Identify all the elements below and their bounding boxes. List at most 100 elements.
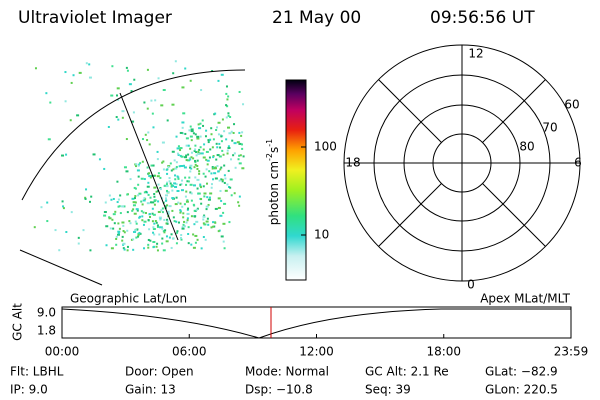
colorbar xyxy=(285,79,307,281)
pixel xyxy=(116,94,119,97)
pixel xyxy=(156,249,159,252)
lat-label: 60 xyxy=(564,98,579,112)
pixel xyxy=(227,126,231,129)
pixel xyxy=(184,67,187,70)
pixel xyxy=(182,112,186,115)
pixel xyxy=(181,205,184,208)
pixel xyxy=(136,228,139,231)
pixel xyxy=(200,198,203,201)
pixel xyxy=(197,150,200,153)
pixel xyxy=(190,167,193,170)
pixel xyxy=(219,168,222,171)
pixel xyxy=(109,227,112,230)
x-tick-label: 00:00 xyxy=(45,345,80,359)
unit: photon cm xyxy=(267,161,281,225)
pixel xyxy=(134,195,137,198)
pixel xyxy=(178,165,181,168)
pixel xyxy=(65,153,68,156)
pixel xyxy=(135,236,138,239)
mlt-label: 12 xyxy=(468,47,483,61)
pixel xyxy=(233,123,236,126)
pixel xyxy=(195,154,198,157)
info-field: Flt: LBHL xyxy=(10,365,64,379)
pixel xyxy=(163,218,166,221)
pixel xyxy=(172,237,175,240)
pixel xyxy=(217,133,220,136)
pixel xyxy=(165,185,169,188)
pixel xyxy=(179,209,182,212)
pixel xyxy=(128,220,131,223)
pixel xyxy=(126,229,129,232)
pixel xyxy=(85,62,88,65)
pixel xyxy=(140,210,143,213)
pixel xyxy=(223,174,226,177)
pixel xyxy=(163,231,166,234)
pixel xyxy=(192,132,195,135)
pixel xyxy=(205,208,208,211)
pixel xyxy=(186,159,190,162)
pixel xyxy=(111,65,114,68)
pixel xyxy=(149,196,152,199)
pixel xyxy=(230,194,233,197)
pixel xyxy=(143,220,147,223)
pixel xyxy=(224,177,227,180)
pixel xyxy=(77,236,80,239)
pixel xyxy=(220,135,223,138)
pixel xyxy=(121,235,124,238)
pixel xyxy=(205,220,209,223)
pixel xyxy=(212,155,215,158)
pixel xyxy=(241,131,244,134)
pixel xyxy=(146,166,149,169)
pixel xyxy=(122,224,125,227)
pixel xyxy=(108,217,112,220)
pixel xyxy=(117,232,120,235)
pixel xyxy=(123,166,127,169)
pixel xyxy=(103,167,106,170)
pixel xyxy=(227,147,231,150)
pixel xyxy=(202,215,206,218)
pixel xyxy=(226,105,229,108)
pixel xyxy=(92,153,96,156)
pixel xyxy=(207,198,211,201)
pixel xyxy=(180,234,183,237)
limb-arc xyxy=(21,69,246,201)
pixel xyxy=(138,215,141,218)
pixel xyxy=(141,219,144,222)
pixel xyxy=(121,110,125,113)
pixel xyxy=(207,223,210,226)
pixel xyxy=(242,155,245,158)
pixel xyxy=(136,235,139,238)
pixel xyxy=(229,116,232,119)
pixel xyxy=(214,177,218,180)
pixel xyxy=(194,176,197,179)
pixel xyxy=(164,205,167,208)
pixel xyxy=(115,235,118,238)
pixel xyxy=(162,201,165,204)
pixel xyxy=(185,144,189,147)
pixel xyxy=(220,178,223,181)
pixel xyxy=(215,129,218,132)
pixel xyxy=(117,233,121,236)
pixel xyxy=(217,206,221,209)
pixel xyxy=(196,178,200,181)
pixel xyxy=(194,144,197,147)
pixel xyxy=(170,246,173,249)
pixel xyxy=(166,210,170,213)
pixel xyxy=(162,230,165,233)
pixel xyxy=(180,164,184,167)
pixel xyxy=(200,247,203,250)
pixel xyxy=(198,192,201,195)
pixel xyxy=(117,198,120,201)
pixel xyxy=(146,68,149,71)
pixel xyxy=(237,158,240,161)
pixel xyxy=(131,197,135,200)
pixel xyxy=(69,119,72,122)
pixel xyxy=(177,201,180,204)
pixel xyxy=(152,126,155,129)
pixel xyxy=(166,220,169,223)
pixel xyxy=(179,210,182,213)
pixel xyxy=(151,112,154,115)
pixel xyxy=(202,148,205,151)
panel-title: Geographic Lat/Lon xyxy=(70,292,187,306)
pixel xyxy=(184,195,187,198)
